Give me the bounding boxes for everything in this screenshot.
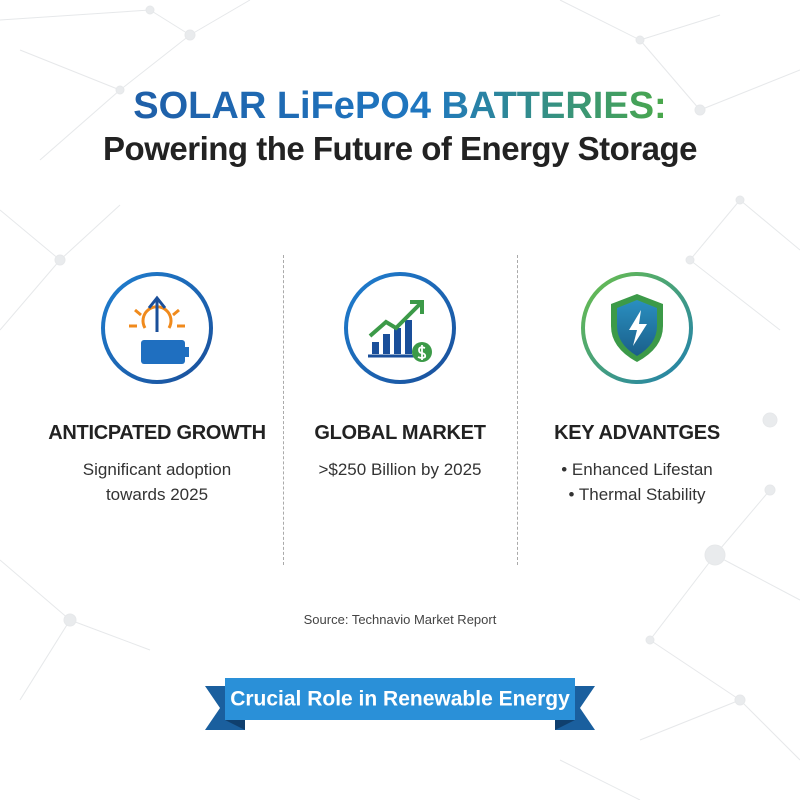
column: ANTICPATED GROWTH Significant adoption t… xyxy=(42,270,272,507)
growth-icon xyxy=(101,272,213,384)
column: KEY ADVANTGES • Enhanced Lifestan • Ther… xyxy=(522,270,752,507)
title-label: SOLAR LiFePO4 BATTERIES: xyxy=(133,85,666,127)
title-text: SOLAR LiFePO4 BATTERIES: xyxy=(133,85,666,127)
subtitle: Powering the Future of Energy Storage xyxy=(103,130,697,167)
source: Source: Technavio Market Report xyxy=(303,612,497,627)
column-heading: ANTICPATED GROWTH xyxy=(48,422,266,444)
advantages-icon xyxy=(581,272,693,384)
column-text: Significant adoption xyxy=(82,460,232,479)
banner-text: Crucial Role in Renewable Energy xyxy=(230,688,570,711)
column-text: >$250 Billion by 2025 xyxy=(318,460,482,479)
column-text: • Enhanced Lifestan xyxy=(561,460,713,479)
market-icon xyxy=(344,272,456,384)
title: SOLAR LiFePO4 BATTERIES: xyxy=(0,82,800,135)
column: GLOBAL MARKET >$250 Billion by 2025 xyxy=(285,270,515,482)
divider xyxy=(283,255,284,565)
column-text: • Thermal Stability xyxy=(568,485,706,504)
column-text: towards 2025 xyxy=(105,485,209,504)
divider xyxy=(517,255,518,565)
banner: Crucial Role in Renewable Energy xyxy=(205,678,595,730)
column-heading: GLOBAL MARKET xyxy=(314,422,486,444)
column-heading: KEY ADVANTGES xyxy=(554,422,720,444)
